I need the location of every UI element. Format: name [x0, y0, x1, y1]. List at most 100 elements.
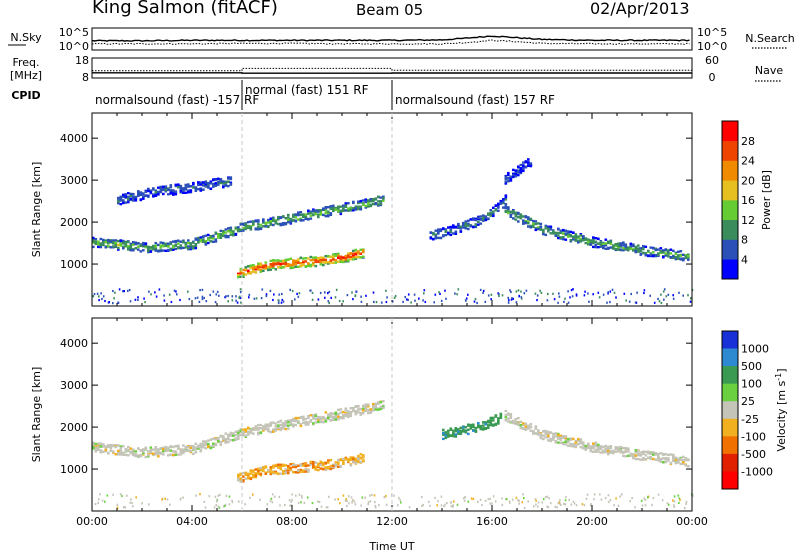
power-scatter-cell — [129, 194, 133, 198]
power-scatter-cell — [287, 264, 290, 267]
power-scatter-cell — [514, 169, 518, 172]
power-scatter-cell — [304, 260, 308, 263]
power-scatter-cell — [529, 224, 533, 228]
power-ground-cell — [122, 290, 124, 293]
velocity-scatter-cell — [299, 464, 303, 467]
velocity-ground-cell — [673, 504, 675, 507]
noise-series-line — [91, 39, 690, 45]
power-scatter-cell — [474, 223, 478, 226]
velocity-ground-cell — [472, 497, 475, 500]
power-scatter-cell — [144, 242, 148, 245]
velocity-scatter-cell — [329, 415, 333, 419]
power-scatter-cell — [287, 221, 290, 224]
power-scatter-cell — [227, 180, 230, 183]
power-scatter-cell — [314, 256, 318, 259]
velocity-ground-cell — [573, 502, 576, 505]
power-scatter-cell — [324, 206, 328, 209]
power-scatter-cell — [309, 265, 313, 268]
power-scatter-cell — [329, 213, 333, 216]
velocity-ground-cell — [214, 495, 217, 498]
power-scatter-cell — [364, 206, 368, 209]
power-scatter-cell — [194, 246, 198, 250]
power-ground-cell — [334, 296, 337, 299]
velocity-scatter-cell — [357, 405, 360, 408]
velocity-ground-cell — [673, 495, 676, 498]
power-scatter-cell — [602, 242, 605, 245]
velocity-scatter-cell — [529, 423, 533, 426]
velocity-ground-cell — [581, 503, 584, 506]
power-scatter-cell — [564, 232, 568, 235]
velocity-ground-cell — [393, 494, 395, 497]
power-ground-cell — [143, 297, 145, 300]
power-scatter-cell — [269, 264, 273, 267]
power-ground-cell — [319, 291, 322, 295]
power-scatter-cell — [352, 255, 355, 259]
velocity-scatter-cell — [624, 447, 628, 451]
velocity-scatter-cell — [299, 416, 303, 419]
velocity-ground-cell — [534, 498, 537, 501]
velocity-ground-cell — [421, 504, 423, 508]
power-scatter-cell — [519, 215, 523, 218]
velocity-scatter-cell — [572, 437, 575, 441]
velocity-scatter-cell — [624, 450, 628, 453]
velocity-scatter-cell — [647, 456, 650, 459]
velocity-scatter-cell — [572, 443, 575, 446]
power-scatter-cell — [592, 240, 595, 243]
velocity-scatter-cell — [104, 448, 108, 452]
power-scatter-cell — [532, 225, 535, 228]
velocity-ground-cell — [99, 493, 101, 496]
velocity-scatter-cell — [604, 447, 608, 450]
power-colorbar-tick: 12 — [741, 214, 755, 227]
velocity-ground-cell — [306, 496, 309, 499]
velocity-scatter-cell — [332, 415, 335, 419]
power-ground-cell — [297, 295, 300, 298]
power-scatter-cell — [207, 182, 210, 185]
power-scatter-cell — [659, 251, 663, 254]
power-ground-cell — [296, 292, 298, 295]
power-ground-cell — [611, 288, 614, 291]
power-scatter-cell — [589, 243, 593, 246]
velocity-scatter-cell — [199, 450, 203, 453]
power-scatter-cell — [312, 256, 315, 259]
power-ground-cell — [201, 288, 204, 291]
velocity-scatter-cell — [527, 424, 530, 427]
velocity-scatter-cell — [314, 468, 318, 471]
power-scatter-cell — [224, 231, 228, 234]
power-ground-cell — [465, 297, 468, 300]
power-scatter-cell — [502, 200, 505, 204]
power-scatter-cell — [154, 245, 158, 248]
power-scatter-cell — [674, 255, 678, 259]
velocity-scatter-cell — [577, 442, 580, 446]
power-scatter-cell — [322, 261, 325, 264]
power-scatter-cell — [217, 177, 220, 180]
power-scatter-cell — [112, 245, 115, 248]
velocity-scatter-cell — [609, 445, 613, 448]
velocity-scatter-cell — [172, 453, 175, 457]
power-scatter-cell — [644, 245, 648, 248]
velocity-scatter-cell — [137, 447, 140, 450]
power-scatter-cell — [642, 247, 645, 251]
velocity-ground-cell — [652, 497, 655, 500]
power-scatter-cell — [517, 215, 520, 219]
power-scatter-cell — [189, 242, 193, 245]
velocity-colorbar-segment — [722, 348, 738, 367]
power-scatter-cell — [329, 212, 333, 215]
power-scatter-cell — [339, 205, 343, 208]
power-ground-cell — [663, 298, 665, 301]
velocity-ground-cell — [607, 500, 610, 504]
velocity-scatter-cell — [259, 431, 263, 434]
velocity-scatter-cell — [457, 430, 460, 433]
power-ground-cell — [440, 299, 443, 302]
power-scatter-cell — [504, 205, 508, 208]
velocity-scatter-cell — [147, 450, 150, 453]
velocity-ground-cell — [546, 505, 548, 508]
velocity-ground-cell — [487, 498, 490, 501]
velocity-scatter-cell — [257, 467, 260, 471]
velocity-scatter-cell — [244, 471, 248, 474]
velocity-scatter-cell — [347, 458, 350, 461]
velocity-scatter-cell — [207, 439, 210, 442]
velocity-scatter-cell — [659, 460, 663, 463]
power-ground-cell — [255, 297, 258, 300]
velocity-scatter-cell — [679, 457, 683, 460]
power-scatter-cell — [507, 177, 510, 180]
